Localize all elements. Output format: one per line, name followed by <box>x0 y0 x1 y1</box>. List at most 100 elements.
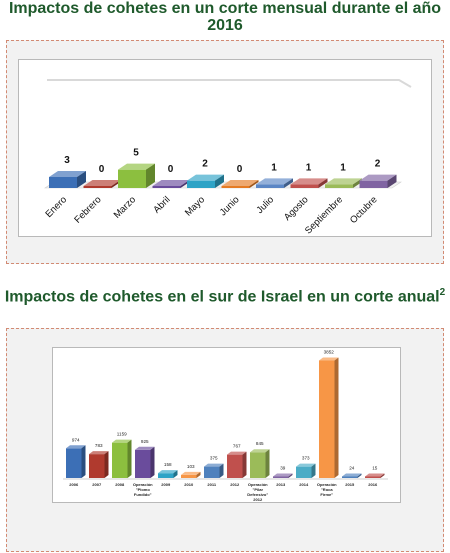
data-label: 39 <box>280 466 286 471</box>
bar-side <box>215 174 224 188</box>
data-label: 2 <box>375 159 381 170</box>
x-tick-label: Mayo <box>183 194 207 218</box>
bar-side <box>146 163 155 188</box>
monthly-chart-panel: 3 Enero 0 Febrero 5 Marzo 0 Abril 2 Mayo 0 Junio 1 Ju… <box>6 40 444 264</box>
x-tick-label-line: 2009 <box>161 482 171 487</box>
x-tick-label-line: "Pilar <box>252 487 263 492</box>
x-tick-label-line: 2007 <box>92 482 102 487</box>
bar-side <box>357 473 362 478</box>
bar-side <box>318 178 328 188</box>
bar <box>118 169 146 188</box>
x-tick-label-line: 2013 <box>276 482 286 487</box>
bar-top <box>256 178 293 185</box>
bar-top <box>49 171 86 177</box>
bar-top <box>118 163 155 170</box>
bar-top <box>66 445 86 449</box>
data-label: 1 <box>340 162 346 173</box>
bar-side <box>242 451 247 478</box>
bar <box>256 184 284 188</box>
x-tick-label: Agosto <box>282 194 311 223</box>
bar-top <box>204 463 224 467</box>
bar <box>66 448 82 478</box>
bar-top <box>152 180 190 186</box>
x-tick-label: Operación "Pilar Defensivo" 2012 <box>247 482 268 502</box>
data-label: 1 <box>271 162 277 173</box>
x-tick-label-line: 2012 <box>253 497 263 502</box>
x-tick-label: 2012 <box>230 482 240 487</box>
x-tick-label-line: 2012 <box>230 482 240 487</box>
x-tick-label-line: 2015 <box>345 482 355 487</box>
bar-side <box>127 439 132 478</box>
chart-wall-edge <box>47 79 412 88</box>
bar-top <box>89 451 109 455</box>
annual-chart-panel: 974 2006 783 2007 1159 2008 925 Operación "Plomo… <box>6 328 444 552</box>
bar-top <box>342 473 362 477</box>
bar-top <box>187 174 224 181</box>
data-label: 1 <box>306 162 312 173</box>
data-label: 845 <box>256 441 264 446</box>
bar <box>227 454 243 478</box>
bar-side <box>249 180 259 188</box>
bar-side <box>81 445 86 478</box>
x-tick-label-line: 2006 <box>69 482 79 487</box>
bar <box>83 186 112 188</box>
bar <box>342 476 358 478</box>
bar <box>89 454 105 478</box>
bar <box>221 186 250 188</box>
data-label: 5 <box>133 148 139 159</box>
x-tick-label: Operación "Plomo Fundido" <box>133 482 153 497</box>
annual-chart-area: 974 2006 783 2007 1159 2008 925 Operación "Plomo… <box>52 347 401 503</box>
bar-top <box>359 174 397 181</box>
bar-top <box>112 439 132 443</box>
bar-side <box>150 446 155 478</box>
bar-top <box>227 451 247 455</box>
bar <box>181 474 197 478</box>
bar-top <box>221 180 259 186</box>
data-label: 767 <box>233 444 241 449</box>
x-tick-label-line: "Roca <box>321 487 333 492</box>
x-tick-label: 2014 <box>299 482 309 487</box>
data-label: 974 <box>72 437 80 442</box>
x-tick-label-line: 2008 <box>115 482 125 487</box>
bar-top <box>365 473 385 477</box>
x-tick-label: 2009 <box>161 482 171 487</box>
x-tick-label: Enero <box>43 194 69 220</box>
x-tick-label: 2011 <box>207 482 216 487</box>
x-tick-label: Octubre <box>348 194 380 226</box>
data-label: 0 <box>99 164 105 175</box>
bar-top <box>273 473 293 477</box>
bar <box>187 180 215 188</box>
x-tick-label: Operación "Roca Firme" <box>317 482 337 497</box>
bar <box>158 473 174 478</box>
bar-top <box>83 180 121 186</box>
bar-top <box>250 449 270 453</box>
data-label: 0 <box>168 164 174 175</box>
bar <box>325 184 353 188</box>
bar-top <box>319 357 339 361</box>
bar <box>152 186 181 188</box>
x-tick-label-line: 2014 <box>299 482 309 487</box>
bar <box>135 449 151 478</box>
x-tick-label: 2006 <box>69 482 79 487</box>
bar-top <box>296 463 316 467</box>
monthly-bar-chart: 3 Enero 0 Febrero 5 Marzo 0 Abril 2 Mayo 0 Junio 1 Ju… <box>43 79 412 236</box>
annual-title-text: Impactos de cohetes en el sur de Israel … <box>4 288 440 306</box>
bar <box>112 442 128 478</box>
data-label: 783 <box>95 443 103 448</box>
bar-side <box>284 178 293 188</box>
x-tick-label-line: Operación <box>248 482 268 487</box>
bar <box>296 466 312 478</box>
x-tick-label: 2010 <box>184 482 194 487</box>
bar-top <box>325 178 362 185</box>
data-label: 2 <box>202 159 208 170</box>
data-label: 373 <box>302 456 310 461</box>
x-tick-label: 2013 <box>276 482 286 487</box>
data-label: 1159 <box>117 432 127 437</box>
bar <box>365 476 381 478</box>
bar <box>290 184 319 188</box>
bar-side <box>173 470 178 478</box>
bar-side <box>219 463 224 478</box>
x-tick-label-line: Defensivo" <box>247 492 268 497</box>
bar-side <box>311 463 316 478</box>
bar-side <box>288 473 293 478</box>
